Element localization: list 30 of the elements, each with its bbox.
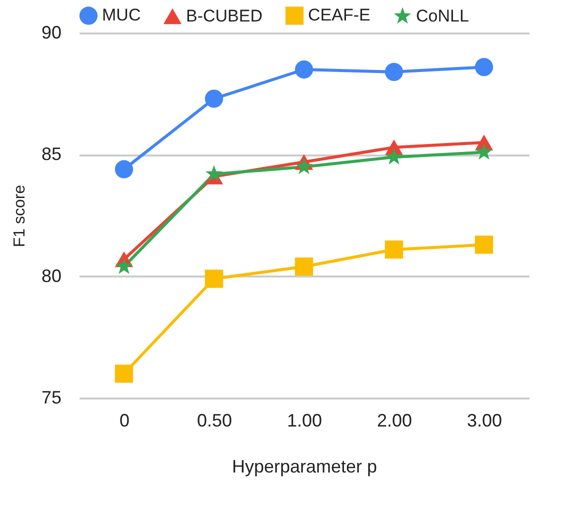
legend-label: CEAF-E — [308, 6, 370, 25]
legend-label: B-CUBED — [186, 6, 263, 26]
point — [295, 158, 313, 174]
point — [204, 270, 224, 288]
point — [475, 143, 493, 160]
x-tick-label: 3.00 — [466, 410, 502, 430]
point — [384, 240, 404, 259]
point — [384, 62, 404, 81]
x-tick-label: 2.00 — [376, 410, 412, 430]
legend-label: CoNLL — [416, 6, 469, 26]
point — [385, 148, 403, 164]
point — [474, 58, 494, 76]
point — [474, 236, 494, 254]
x-tick-label: 0 — [119, 410, 130, 430]
y-tick-label: 85 — [41, 144, 62, 164]
point — [114, 364, 134, 383]
x-tick-label: 0.50 — [196, 410, 232, 430]
x-axis-title: Hyperparameter p — [232, 456, 378, 476]
point — [114, 160, 134, 178]
legend-label: MUC — [102, 6, 141, 25]
y-tick-label: 90 — [41, 22, 62, 42]
point — [294, 258, 314, 276]
y-tick-label: 80 — [41, 266, 62, 286]
x-tick-label: 1.00 — [286, 410, 322, 430]
point — [294, 60, 314, 79]
point — [205, 165, 223, 182]
point — [115, 258, 133, 274]
y-tick-label: 75 — [41, 388, 62, 408]
y-axis-title: F1 score — [11, 184, 28, 248]
point — [204, 90, 224, 108]
